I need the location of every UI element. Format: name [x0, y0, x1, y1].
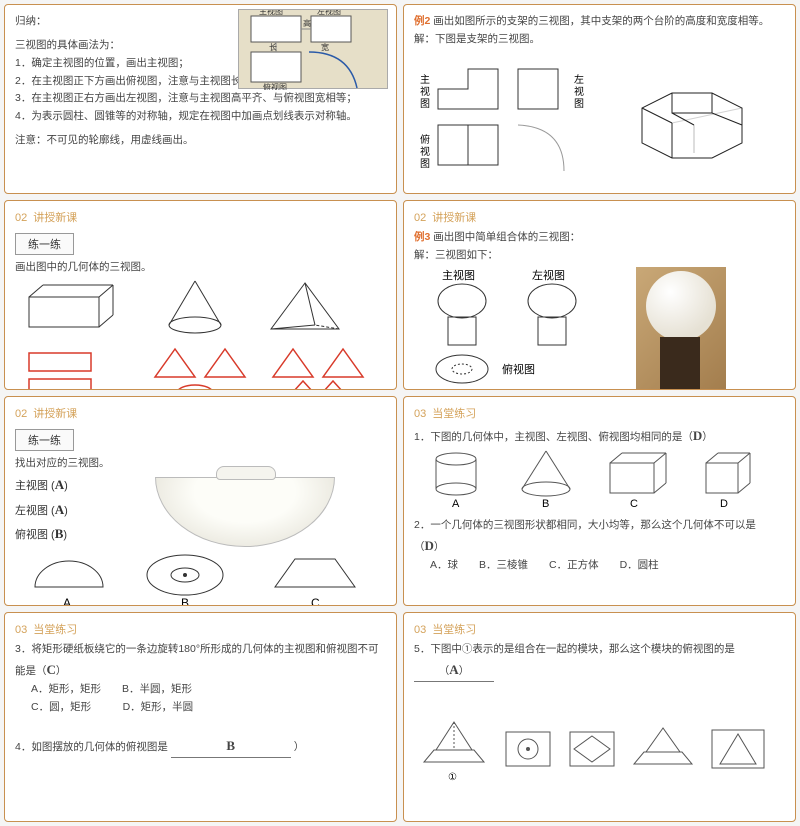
svg-text:左: 左 — [574, 73, 584, 86]
svg-text:俯视图: 俯视图 — [502, 362, 535, 376]
c4-sec: 02讲授新课 — [414, 209, 785, 225]
svg-text:A: A — [452, 498, 460, 510]
c4-views-svg: 主视图 左视图 俯视图 — [414, 267, 624, 387]
svg-text:视: 视 — [574, 85, 584, 98]
svg-text:C: C — [630, 498, 638, 510]
c2-qtext: 画出如图所示的支架的三视图，其中支架的两个台阶的高度和宽度相等。 — [433, 15, 769, 27]
c8-sec: 03当堂练习 — [414, 621, 785, 637]
card-5: 02讲授新课 练一练 找出对应的三视图。 主视图 (A) 左视图 (A) 俯视图… — [4, 396, 397, 606]
c6-sec: 03当堂练习 — [414, 405, 785, 421]
card-6: 03当堂练习 1．下图的几何体中，主视图、左视图、俯视图均相同的是（D） A B — [403, 396, 796, 606]
svg-text:视: 视 — [420, 85, 430, 98]
lamp-image — [125, 473, 365, 547]
c6-q1: 1．下图的几何体中，主视图、左视图、俯视图均相同的是（D） — [414, 425, 785, 447]
svg-text:主视图: 主视图 — [259, 10, 283, 16]
card-7: 03当堂练习 3．将矩形硬纸板绕它的一条边旋转180°所形成的几何体的主视图和俯… — [4, 612, 397, 822]
three-view-layout-diagram: 主视图 左视图 俯视图 长 宽 高 — [238, 9, 388, 89]
note: 注意：不可见的轮廓线，用虚线画出。 — [15, 132, 386, 150]
card-8: 03当堂练习 5．下图中①表示的是组合在一起的模块，那么这个模块的俯视图的是 （… — [403, 612, 796, 822]
c3-q: 画出图中的几何体的三视图。 — [15, 259, 386, 277]
sphere-on-cylinder-photo — [636, 267, 726, 390]
c5-options-svg: A B C — [15, 547, 375, 606]
c7-q4: 4．如图摆放的几何体的俯视图是 B ） — [15, 735, 386, 758]
svg-text:视: 视 — [420, 145, 430, 158]
c7-sec: 03当堂练习 — [15, 621, 386, 637]
card-1: 归纳： 主视图 左视图 俯视图 长 宽 高 三视图的具体画法为： 1．确定主视图… — [4, 4, 397, 194]
step3: 3．在主视图正右方画出左视图，注意与主视图高平齐、与俯视图宽相等； — [15, 90, 386, 108]
c6-q2: 2．一个几何体的三视图形状都相同，大小均等，那么这个几何体不可以是（D） — [414, 517, 785, 557]
c6-shapes-svg: A B C D — [414, 447, 774, 513]
c4-question: 例3 画出图中简单组合体的三视图： — [414, 229, 785, 247]
c3-sec: 02讲授新课 — [15, 209, 386, 225]
svg-text:D: D — [720, 498, 728, 510]
c3-shapes-svg — [15, 277, 375, 390]
page-grid: 归纳： 主视图 左视图 俯视图 长 宽 高 三视图的具体画法为： 1．确定主视图… — [0, 0, 800, 826]
c4-sol: 解：三视图如下： — [414, 247, 785, 265]
c7-q3: 3．将矩形硬纸板绕它的一条边旋转180°所形成的几何体的主视图和俯视图不可能是（… — [15, 641, 386, 681]
svg-text:左视图: 左视图 — [317, 10, 341, 16]
svg-text:左视图: 左视图 — [532, 268, 565, 282]
card-2: 例2 画出如图所示的支架的三视图，其中支架的两个台阶的高度和宽度相等。 解：下图… — [403, 4, 796, 194]
svg-text:图: 图 — [420, 158, 430, 170]
svg-text:高: 高 — [303, 18, 311, 28]
card-4: 02讲授新课 例3 画出图中简单组合体的三视图： 解：三视图如下： 主视图 左视… — [403, 200, 796, 390]
step4: 4．为表示圆柱、圆锥等的对称轴，规定在视图中加画点划线表示对称轴。 — [15, 108, 386, 126]
c8-modules-svg: ① — [414, 702, 784, 792]
svg-text:俯: 俯 — [420, 133, 430, 146]
svg-text:图: 图 — [574, 98, 584, 110]
c5-q: 找出对应的三视图。 — [15, 455, 386, 473]
svg-text:俯视图: 俯视图 — [263, 82, 287, 90]
svg-text:A: A — [63, 596, 71, 606]
c2-solid-svg — [622, 53, 762, 173]
svg-text:主视图: 主视图 — [442, 268, 475, 282]
svg-text:宽: 宽 — [321, 42, 329, 52]
c5-answers: 主视图 (A) 左视图 (A) 俯视图 (B) — [15, 473, 125, 547]
c2-question: 例2 画出如图所示的支架的三视图，其中支架的两个台阶的高度和宽度相等。 — [414, 13, 785, 31]
svg-text:图: 图 — [420, 98, 430, 110]
c6-opts2: A．球 B．三棱锥 C．正方体 D．圆柱 — [430, 557, 785, 575]
example2-label: 例2 — [414, 15, 430, 27]
svg-text:①: ① — [448, 772, 457, 783]
c2-views-svg: 主视图 左视图 俯视图 — [414, 53, 614, 173]
c7-opts3: A．矩形，矩形 B．半圆，矩形 C．圆，矩形 D．矩形，半圆 — [31, 681, 386, 717]
c2-solution: 解：下图是支架的三视图。 — [414, 31, 785, 49]
svg-text:C: C — [311, 596, 320, 606]
svg-text:B: B — [542, 498, 549, 510]
practice-label-2: 练一练 — [15, 429, 74, 451]
practice-label-1: 练一练 — [15, 233, 74, 255]
card-3: 02讲授新课 练一练 画出图中的几何体的三视图。 — [4, 200, 397, 390]
c5-sec: 02讲授新课 — [15, 405, 386, 421]
example3-label: 例3 — [414, 231, 430, 243]
svg-text:主: 主 — [420, 74, 430, 86]
svg-text:B: B — [181, 596, 189, 606]
c8-q5: 5．下图中①表示的是组合在一起的模块，那么这个模块的俯视图的是 （A） — [414, 641, 785, 682]
svg-text:长: 长 — [269, 42, 277, 52]
